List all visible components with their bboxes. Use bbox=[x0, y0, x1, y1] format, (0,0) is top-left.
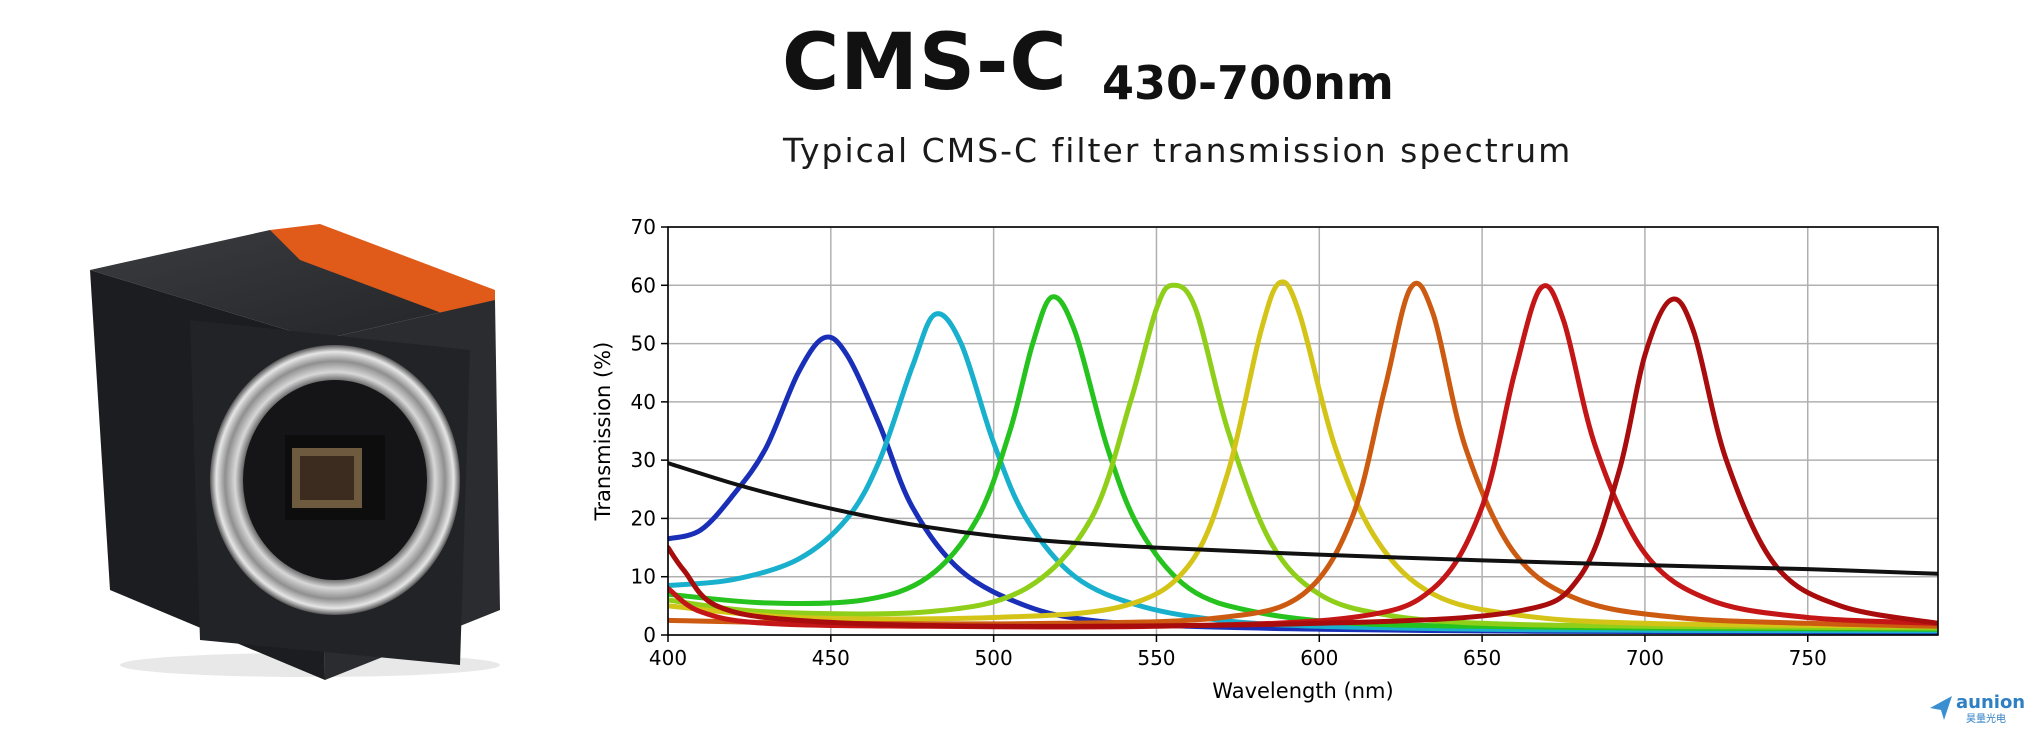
chart-ticks: 400 450 500 550 600 650 700 750 0 10 20 30 40 50 60 70 bbox=[631, 215, 1827, 670]
svg-text:昊量光电: 昊量光电 bbox=[1966, 712, 2006, 725]
series-line-708nm bbox=[668, 296, 1938, 629]
y-axis-label: Transmission (%) bbox=[591, 342, 615, 522]
wavelength-range: 430-700nm bbox=[1102, 56, 1394, 110]
x-tick-label: 700 bbox=[1626, 646, 1664, 670]
y-tick-label: 40 bbox=[631, 390, 656, 414]
series-line-broadband bbox=[668, 461, 1938, 576]
aunion-logo: aunion 昊量光电 bbox=[1930, 692, 2025, 725]
chart-grid bbox=[667, 226, 1938, 636]
svg-text:aunion: aunion bbox=[1956, 692, 2025, 713]
y-tick-label: 70 bbox=[631, 215, 656, 239]
series-line-588nm bbox=[668, 279, 1938, 629]
y-tick-label: 20 bbox=[631, 506, 656, 530]
series-line-668nm bbox=[668, 283, 1938, 630]
chart-subtitle: Typical CMS-C filter transmission spectr… bbox=[783, 131, 1573, 170]
y-tick-label: 50 bbox=[631, 332, 656, 356]
y-tick-label: 10 bbox=[631, 565, 656, 589]
series-line-482nm bbox=[668, 311, 1938, 634]
series-line-518nm bbox=[668, 294, 1938, 632]
page-title: CMS-C bbox=[782, 18, 1068, 108]
series-line-448nm bbox=[668, 334, 1938, 635]
plot-frame bbox=[667, 226, 1939, 636]
camera-product-image bbox=[90, 224, 500, 680]
x-tick-label: 500 bbox=[975, 646, 1013, 670]
x-tick-label: 650 bbox=[1463, 646, 1501, 670]
y-tick-label: 60 bbox=[631, 273, 656, 297]
x-tick-label: 550 bbox=[1137, 646, 1175, 670]
x-tick-label: 600 bbox=[1300, 646, 1338, 670]
x-tick-label: 750 bbox=[1789, 646, 1827, 670]
y-tick-label: 30 bbox=[631, 448, 656, 472]
series-line-628nm bbox=[668, 280, 1938, 629]
x-tick-label: 450 bbox=[812, 646, 850, 670]
x-axis-label: Wavelength (nm) bbox=[1212, 679, 1393, 703]
series-line-555nm bbox=[668, 282, 1938, 631]
x-tick-label: 400 bbox=[649, 646, 687, 670]
y-tick-label: 0 bbox=[643, 623, 656, 647]
chart-series-group bbox=[668, 279, 1938, 635]
